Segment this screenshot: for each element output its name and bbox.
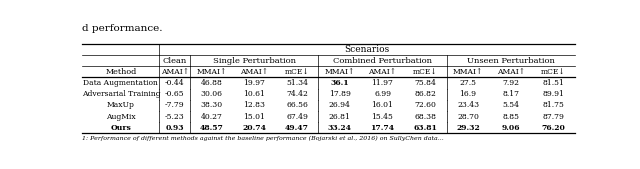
Text: 63.81: 63.81 — [413, 124, 437, 132]
Text: Adversarial Training: Adversarial Training — [82, 90, 160, 98]
Text: Unseen Perturbation: Unseen Perturbation — [467, 57, 555, 65]
Text: Single Perturbation: Single Perturbation — [212, 57, 296, 65]
Text: 26.94: 26.94 — [329, 101, 351, 110]
Text: mCE↓: mCE↓ — [285, 68, 309, 76]
Text: Ours: Ours — [111, 124, 131, 132]
Text: Scenarios: Scenarios — [344, 45, 390, 54]
Text: 81.75: 81.75 — [543, 101, 564, 110]
Text: 6.99: 6.99 — [374, 90, 391, 98]
Text: MaxUp: MaxUp — [107, 101, 135, 110]
Text: d performance.: d performance. — [83, 24, 163, 33]
Text: 28.70: 28.70 — [457, 113, 479, 121]
Text: -5.23: -5.23 — [165, 113, 184, 121]
Text: 15.01: 15.01 — [243, 113, 265, 121]
Text: Method: Method — [106, 68, 136, 76]
Text: 51.34: 51.34 — [286, 79, 308, 87]
Text: MMAI↑: MMAI↑ — [324, 68, 355, 76]
Text: 27.5: 27.5 — [460, 79, 477, 87]
Text: mCE↓: mCE↓ — [413, 68, 438, 76]
Text: 11.97: 11.97 — [372, 79, 394, 87]
Text: 7.92: 7.92 — [502, 79, 519, 87]
Text: 20.74: 20.74 — [243, 124, 266, 132]
Text: MMAI↑: MMAI↑ — [196, 68, 227, 76]
Text: 30.06: 30.06 — [200, 90, 223, 98]
Text: 16.01: 16.01 — [372, 101, 394, 110]
Text: 89.91: 89.91 — [543, 90, 564, 98]
Text: 17.74: 17.74 — [371, 124, 395, 132]
Text: AMAI↑: AMAI↑ — [369, 68, 397, 76]
Text: 26.81: 26.81 — [329, 113, 351, 121]
Text: 81.51: 81.51 — [543, 79, 564, 87]
Text: mCE↓: mCE↓ — [541, 68, 566, 76]
Text: 23.43: 23.43 — [457, 101, 479, 110]
Text: 40.27: 40.27 — [200, 113, 223, 121]
Text: 9.06: 9.06 — [502, 124, 520, 132]
Text: -0.65: -0.65 — [165, 90, 184, 98]
Text: 5.54: 5.54 — [502, 101, 519, 110]
Text: 8.17: 8.17 — [502, 90, 519, 98]
Text: 33.24: 33.24 — [328, 124, 352, 132]
Text: MMAI↑: MMAI↑ — [453, 68, 483, 76]
Text: 8.85: 8.85 — [502, 113, 519, 121]
Text: 19.97: 19.97 — [243, 79, 265, 87]
Text: 16.9: 16.9 — [460, 90, 477, 98]
Text: 74.42: 74.42 — [286, 90, 308, 98]
Text: 17.89: 17.89 — [329, 90, 351, 98]
Text: 46.88: 46.88 — [200, 79, 223, 87]
Text: 72.60: 72.60 — [414, 101, 436, 110]
Text: 86.82: 86.82 — [414, 90, 436, 98]
Text: Clean: Clean — [163, 57, 187, 65]
Text: AMAI↑: AMAI↑ — [161, 68, 189, 76]
Text: 67.49: 67.49 — [286, 113, 308, 121]
Text: 12.83: 12.83 — [243, 101, 265, 110]
Text: 75.84: 75.84 — [414, 79, 436, 87]
Text: 66.56: 66.56 — [286, 101, 308, 110]
Text: -7.79: -7.79 — [165, 101, 184, 110]
Text: AMAI↑: AMAI↑ — [497, 68, 525, 76]
Text: 29.32: 29.32 — [456, 124, 480, 132]
Text: AugMix: AugMix — [106, 113, 136, 121]
Text: Data Augmentation: Data Augmentation — [83, 79, 158, 87]
Text: -0.44: -0.44 — [165, 79, 184, 87]
Text: 87.79: 87.79 — [543, 113, 564, 121]
Text: Combined Perturbation: Combined Perturbation — [333, 57, 432, 65]
Text: 48.57: 48.57 — [200, 124, 223, 132]
Text: 68.38: 68.38 — [414, 113, 436, 121]
Text: 49.47: 49.47 — [285, 124, 309, 132]
Text: 1: Performance of different methods against the baseline performance (Bojarski e: 1: Performance of different methods agai… — [83, 136, 444, 141]
Text: 38.30: 38.30 — [200, 101, 223, 110]
Text: 10.61: 10.61 — [243, 90, 265, 98]
Text: 0.93: 0.93 — [165, 124, 184, 132]
Text: 76.20: 76.20 — [541, 124, 566, 132]
Text: 36.1: 36.1 — [330, 79, 349, 87]
Text: AMAI↑: AMAI↑ — [240, 68, 268, 76]
Text: 15.45: 15.45 — [372, 113, 394, 121]
